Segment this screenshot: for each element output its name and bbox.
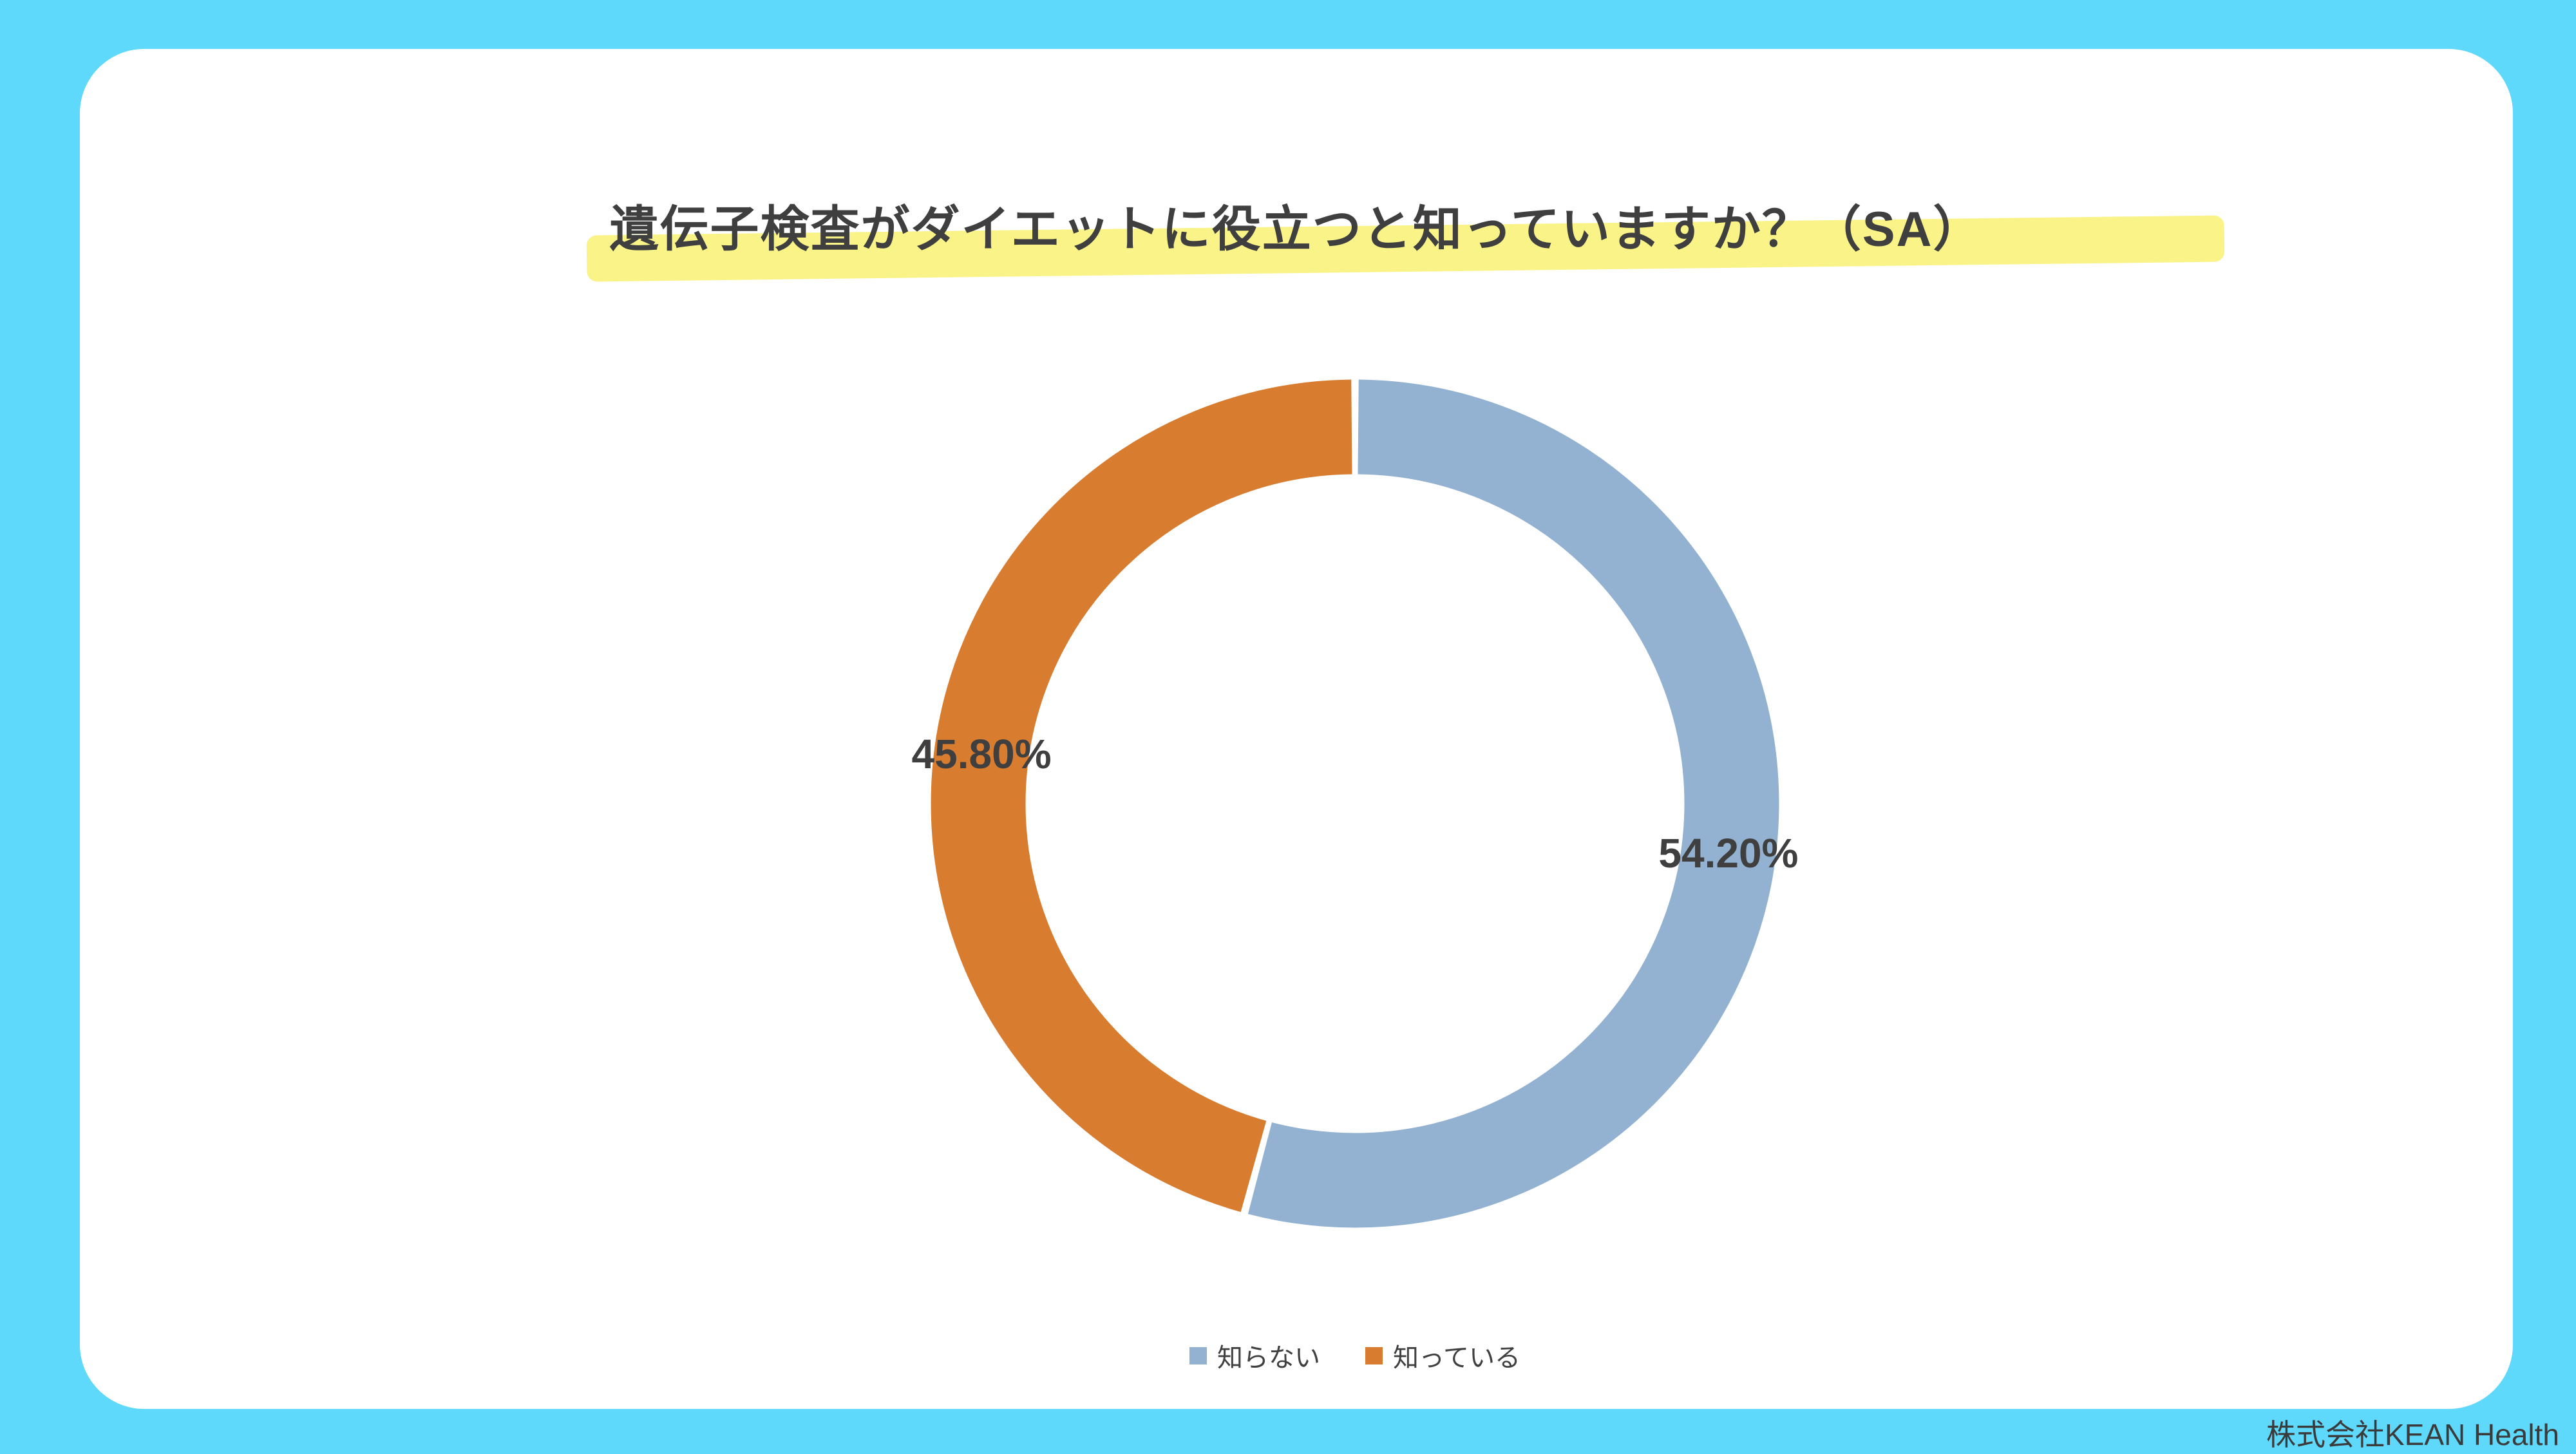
legend-swatch [1189, 1346, 1207, 1364]
title-wrap: 遺伝子検査がダイエットに役立つと知っていますか？（SA） [80, 189, 2513, 282]
donut-segment-0 [931, 379, 1779, 1228]
donut-svg [931, 379, 1779, 1228]
donut-segments [931, 379, 1779, 1228]
chart-card: 遺伝子検査がダイエットに役立つと知っていますか？（SA） 54.20% 45.80… [80, 49, 2513, 1409]
legend-label: 知らない [1217, 1344, 1320, 1372]
donut-chart: 54.20% 45.80% [912, 379, 1798, 1229]
chart-title: 遺伝子検査がダイエットに役立つと知っていますか？（SA） [587, 189, 2225, 282]
company-credit: 株式会社KEAN Health [2266, 1418, 2559, 1451]
chart-legend: 知らない 知っている [930, 1337, 1780, 1374]
chart-title-text: 遺伝子検査がダイエットに役立つと知っていますか？（SA） [609, 202, 1984, 257]
legend-label: 知っている [1393, 1344, 1520, 1372]
legend-item-0: 知らない [1189, 1337, 1320, 1374]
donut-segment-1 [931, 379, 1779, 1228]
data-label-1: 45.80% [911, 731, 1052, 778]
legend-swatch [1365, 1346, 1383, 1364]
data-label-0: 54.20% [1658, 829, 1799, 876]
legend-item-1: 知っている [1365, 1337, 1520, 1374]
